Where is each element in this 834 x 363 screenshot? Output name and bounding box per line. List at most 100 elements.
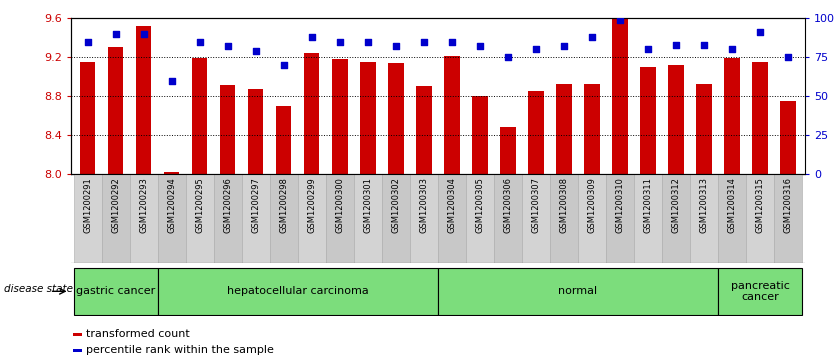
Text: GSM1200295: GSM1200295 — [195, 177, 204, 233]
Bar — [494, 174, 522, 263]
Bar — [158, 268, 438, 315]
Point — [501, 54, 515, 60]
Bar — [73, 333, 82, 336]
Point — [445, 39, 459, 45]
Bar — [136, 26, 152, 174]
Bar — [718, 174, 746, 263]
Text: GSM1200313: GSM1200313 — [700, 177, 708, 233]
Text: hepatocellular carcinoma: hepatocellular carcinoma — [227, 286, 369, 296]
Point — [109, 31, 123, 37]
Bar — [466, 174, 494, 263]
Text: GSM1200294: GSM1200294 — [168, 177, 176, 233]
Text: GSM1200311: GSM1200311 — [644, 177, 652, 233]
Text: normal: normal — [558, 286, 597, 296]
Bar — [550, 174, 578, 263]
Bar — [781, 101, 796, 174]
Point — [389, 43, 403, 49]
Bar — [668, 65, 684, 174]
Text: GSM1200309: GSM1200309 — [587, 177, 596, 233]
Point — [726, 46, 739, 52]
Text: GSM1200291: GSM1200291 — [83, 177, 93, 233]
Bar — [774, 174, 802, 263]
Point — [530, 46, 543, 52]
Bar — [73, 174, 102, 263]
Bar — [360, 62, 375, 174]
Text: GSM1200308: GSM1200308 — [560, 177, 569, 233]
Bar — [522, 174, 550, 263]
Bar — [158, 174, 186, 263]
Bar — [388, 63, 404, 174]
Point — [193, 39, 207, 45]
Text: GSM1200292: GSM1200292 — [111, 177, 120, 233]
Bar — [752, 62, 767, 174]
Text: percentile rank within the sample: percentile rank within the sample — [86, 345, 274, 355]
Bar — [445, 56, 460, 174]
Point — [585, 34, 599, 40]
Bar — [438, 174, 466, 263]
Text: GSM1200304: GSM1200304 — [447, 177, 456, 233]
Text: GSM1200299: GSM1200299 — [307, 177, 316, 233]
Bar — [409, 174, 438, 263]
Bar — [326, 174, 354, 263]
Text: GSM1200296: GSM1200296 — [224, 177, 232, 233]
Point — [277, 62, 290, 68]
Bar — [192, 58, 208, 174]
Point — [249, 48, 263, 54]
Bar — [269, 174, 298, 263]
Text: GSM1200293: GSM1200293 — [139, 177, 148, 233]
Bar — [382, 174, 409, 263]
Point — [305, 34, 319, 40]
Text: GSM1200306: GSM1200306 — [504, 177, 512, 233]
Point — [697, 42, 711, 48]
Text: GSM1200315: GSM1200315 — [756, 177, 765, 233]
Point — [221, 43, 234, 49]
Bar — [73, 349, 82, 352]
Point — [81, 39, 94, 45]
Text: GSM1200297: GSM1200297 — [251, 177, 260, 233]
Text: GSM1200298: GSM1200298 — [279, 177, 289, 233]
Point — [557, 43, 570, 49]
Point — [781, 54, 795, 60]
Text: GSM1200310: GSM1200310 — [615, 177, 625, 233]
Bar — [612, 18, 628, 174]
Text: gastric cancer: gastric cancer — [76, 286, 155, 296]
Bar — [641, 67, 656, 174]
Bar — [438, 268, 718, 315]
Point — [361, 39, 374, 45]
Text: GSM1200316: GSM1200316 — [783, 177, 792, 233]
Bar — [662, 174, 690, 263]
Point — [613, 17, 626, 23]
Point — [137, 31, 150, 37]
Text: disease state: disease state — [3, 284, 73, 294]
Bar — [332, 59, 348, 174]
Bar — [746, 174, 774, 263]
Bar — [220, 85, 235, 174]
Point — [417, 39, 430, 45]
Bar — [248, 89, 264, 174]
Text: GSM1200307: GSM1200307 — [531, 177, 540, 233]
Bar — [584, 83, 600, 174]
Bar — [73, 268, 158, 315]
Bar — [724, 58, 740, 174]
Bar — [528, 91, 544, 174]
Bar — [500, 127, 515, 174]
Text: GSM1200305: GSM1200305 — [475, 177, 485, 233]
Text: GSM1200301: GSM1200301 — [364, 177, 372, 233]
Bar — [696, 83, 711, 174]
Bar — [164, 172, 179, 174]
Text: GSM1200312: GSM1200312 — [671, 177, 681, 233]
Text: GSM1200302: GSM1200302 — [391, 177, 400, 233]
Bar — [718, 268, 802, 315]
Point — [165, 78, 178, 83]
Bar — [102, 174, 130, 263]
Bar — [354, 174, 382, 263]
Bar — [80, 62, 95, 174]
Bar — [276, 106, 292, 174]
Bar — [690, 174, 718, 263]
Point — [641, 46, 655, 52]
Text: GSM1200314: GSM1200314 — [727, 177, 736, 233]
Point — [753, 29, 766, 35]
Text: GSM1200303: GSM1200303 — [420, 177, 429, 233]
Bar — [472, 96, 488, 174]
Text: pancreatic
cancer: pancreatic cancer — [731, 281, 790, 302]
